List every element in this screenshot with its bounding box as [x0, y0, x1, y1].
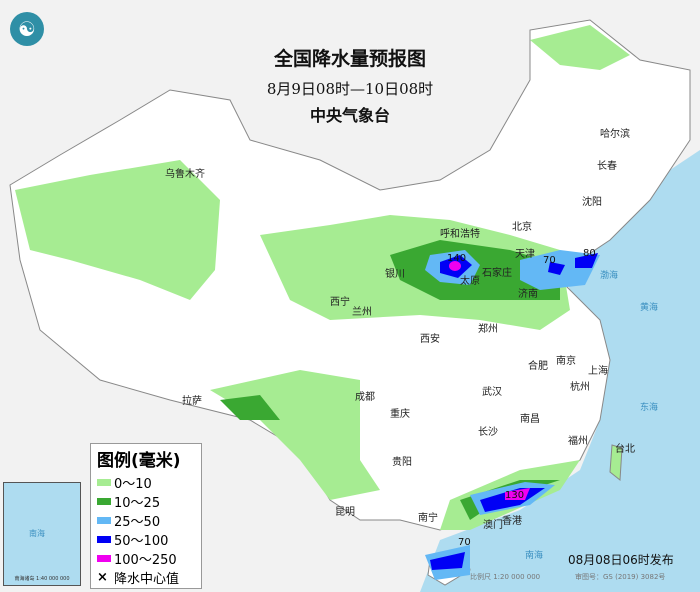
city-label: 石家庄 — [482, 268, 512, 279]
south-china-sea-inset: 南海 南海诸岛 1:40 000 000 — [3, 482, 81, 586]
inset-sea-label: 南海 — [29, 529, 45, 538]
city-label: 银川 — [385, 269, 405, 280]
cma-logo: ☯ — [10, 12, 44, 46]
legend-swatch — [97, 517, 111, 524]
legend-label: 100～250 — [114, 553, 177, 568]
city-label: 重庆 — [390, 409, 410, 420]
taiwan-island — [609, 444, 623, 481]
legend-label: 10～25 — [114, 496, 161, 511]
legend-label: 50～100 — [114, 534, 169, 549]
city-label: 合肥 — [528, 361, 548, 372]
legend-swatch — [97, 555, 111, 562]
legend-label: 0～10 — [114, 477, 152, 492]
sea-label: 黄海 — [640, 303, 659, 313]
rain-100-250 — [449, 261, 530, 500]
city-label: 西安 — [420, 334, 440, 345]
rain-center-value: 140 — [447, 253, 467, 264]
city-label: 长沙 — [478, 427, 498, 438]
legend-item: 10～25 — [97, 492, 195, 511]
legend-label: 25～50 — [114, 515, 161, 530]
legend-swatch — [97, 498, 111, 505]
city-label: 上海 — [588, 366, 608, 377]
legend-item: × 降水中心值 — [97, 568, 195, 587]
legend-item: 0～10 — [97, 473, 195, 492]
legend-label: 降水中心值 — [114, 572, 180, 587]
legend-item: 50～100 — [97, 530, 195, 549]
city-label: 昆明 — [335, 507, 355, 518]
ocean — [420, 150, 700, 592]
city-label: 武汉 — [482, 387, 502, 398]
legend-title: 图例(毫米) — [97, 451, 181, 471]
city-label: 北京 — [512, 222, 532, 233]
city-label: 贵阳 — [392, 457, 412, 468]
review-number: 审图号：GS (2019) 3082号 — [575, 573, 666, 581]
city-label: 拉萨 — [182, 396, 202, 407]
inset-caption: 南海诸岛 1:40 000 000 — [14, 576, 70, 582]
city-label: 福州 — [568, 436, 588, 447]
city-label: 香港 — [502, 516, 522, 527]
sea-label: 渤海 — [600, 271, 619, 281]
legend-swatch — [97, 536, 111, 543]
city-label: 乌鲁木齐 — [165, 169, 205, 180]
rain-center-value: 70 — [458, 537, 471, 548]
city-label: 南宁 — [418, 513, 438, 524]
city-label: 天津 — [515, 249, 535, 260]
city-label: 杭州 — [570, 382, 590, 393]
city-label: 兰州 — [352, 307, 372, 318]
rain-center-value: 70 — [543, 255, 556, 266]
city-label: 太原 — [460, 276, 480, 287]
city-label: 台北 — [615, 444, 635, 455]
city-label: 南京 — [556, 356, 576, 367]
city-label: 沈阳 — [582, 197, 602, 208]
city-label: 南昌 — [520, 414, 540, 425]
legend-item: 100～250 — [97, 549, 195, 568]
sea-label: 东海 — [640, 403, 659, 413]
map-title: 全国降水量预报图 — [273, 48, 426, 70]
city-label: 西宁 — [330, 297, 350, 308]
legend: 图例(毫米) 0～10 10～25 25～50 50～100 100～250 ×… — [90, 443, 202, 589]
city-label: 郑州 — [478, 324, 498, 335]
legend-item: 25～50 — [97, 511, 195, 530]
city-label: 济南 — [518, 289, 538, 300]
map-scale: 比例尺 1:20 000 000 — [470, 573, 541, 581]
city-label: 澳门 — [483, 520, 503, 531]
city-label: 成都 — [355, 392, 375, 403]
sea-label: 南海 — [525, 551, 544, 561]
agency-name: 中央气象台 — [309, 106, 390, 125]
rain-center-value: 80 — [583, 248, 596, 259]
cross-icon: × — [97, 570, 108, 585]
legend-swatch — [97, 479, 111, 486]
rain-center-value: 130 — [505, 490, 525, 501]
issue-time: 08月08日06时发布 — [568, 553, 674, 567]
city-label: 长春 — [597, 161, 617, 172]
city-label: 哈尔滨 — [600, 129, 630, 140]
city-label: 呼和浩特 — [440, 229, 480, 240]
forecast-period: 8月9日08时—10日08时 — [266, 80, 434, 98]
